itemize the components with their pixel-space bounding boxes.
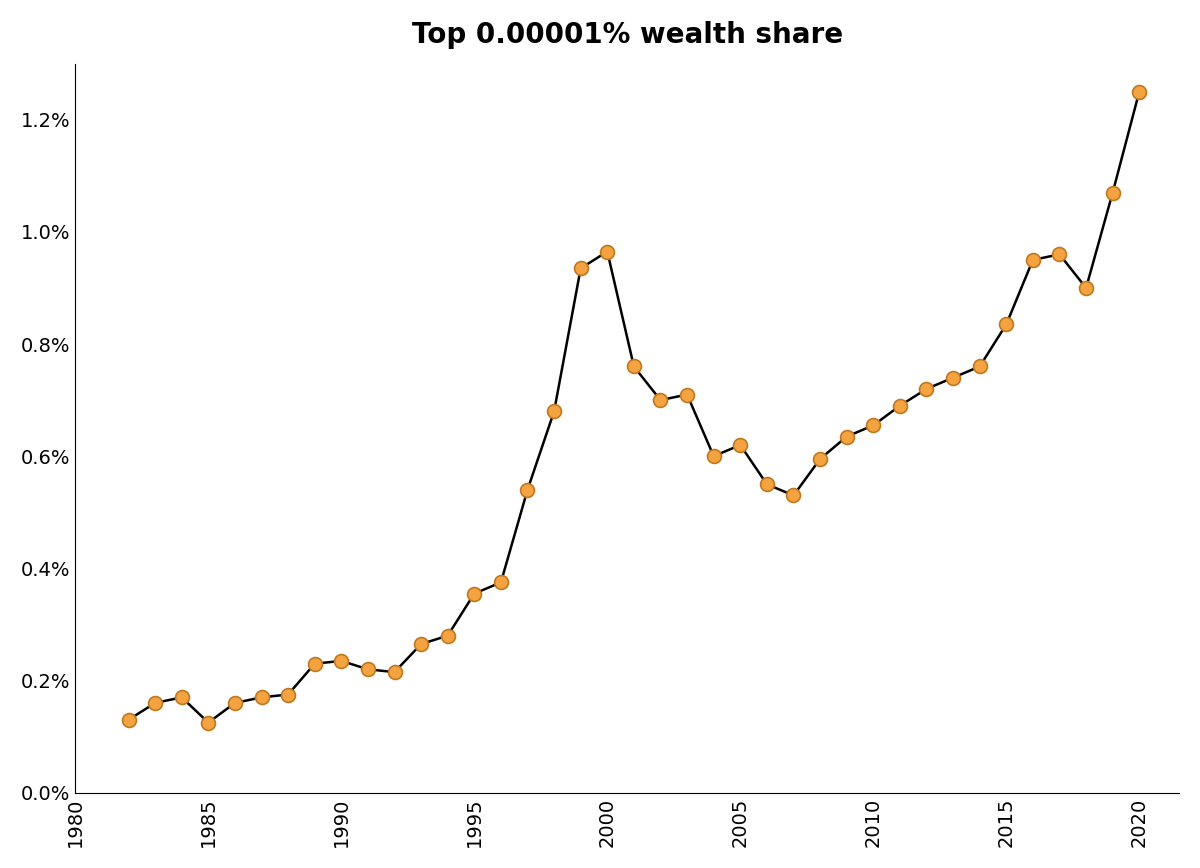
Title: Top 0.00001% wealth share: Top 0.00001% wealth share (412, 21, 842, 49)
